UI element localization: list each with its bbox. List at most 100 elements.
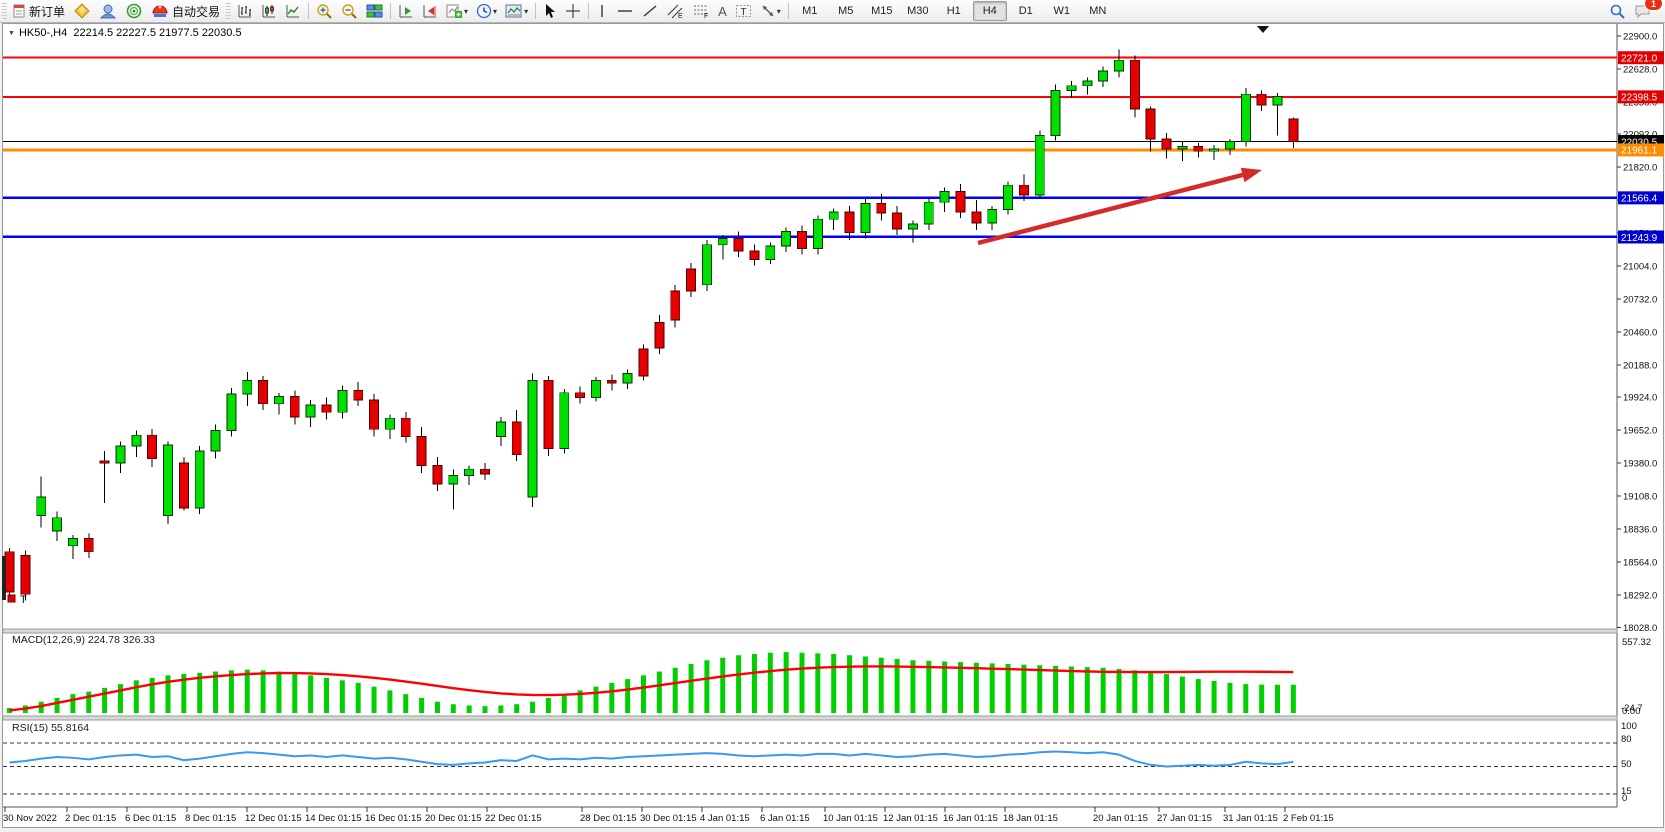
macd-bar xyxy=(482,706,488,713)
equidistant-channel-tool-button[interactable]: E xyxy=(662,0,688,22)
svg-text:T: T xyxy=(740,7,746,18)
timeframe-h1[interactable]: H1 xyxy=(946,5,961,17)
auto-scroll-button[interactable] xyxy=(394,0,418,22)
depth-of-market-button[interactable] xyxy=(95,0,121,22)
macd-bar xyxy=(894,658,900,713)
macd-bar xyxy=(70,694,76,713)
toolbar-grip[interactable] xyxy=(2,3,7,19)
timeframe-mn[interactable]: MN xyxy=(1089,5,1107,17)
macd-axis-min: -24.7 xyxy=(1621,703,1643,714)
candle xyxy=(432,465,443,485)
macd-bar xyxy=(117,684,123,713)
trend-arrow-line[interactable] xyxy=(977,172,1244,246)
new-chart-button[interactable]: ▾ xyxy=(442,0,472,22)
timeframe-m5[interactable]: M5 xyxy=(838,5,854,17)
collapse-triangle-icon[interactable]: ▼ xyxy=(8,30,15,37)
candle xyxy=(384,417,395,430)
candle xyxy=(321,404,332,413)
trendline-tool-button[interactable] xyxy=(638,0,662,22)
candle xyxy=(4,551,15,593)
signals-button[interactable] xyxy=(121,0,147,22)
timeframe-d1[interactable]: D1 xyxy=(1018,5,1033,17)
text-icon: A xyxy=(718,3,727,19)
macd-bar xyxy=(434,701,440,713)
candle xyxy=(305,404,316,418)
rsi-axis-15: 15 xyxy=(1621,786,1632,797)
chart-shift-button[interactable] xyxy=(418,0,442,22)
macd-bar xyxy=(1068,666,1074,713)
period-button[interactable]: ▾ xyxy=(472,0,501,22)
main-macd-divider[interactable] xyxy=(2,628,1618,634)
time-tick-label: 12 Dec 01:15 xyxy=(245,813,302,824)
arrows-icon xyxy=(760,3,776,19)
macd-bar xyxy=(1116,669,1122,713)
timeframe-h4[interactable]: H4 xyxy=(972,1,1007,21)
crosshair-tool-button[interactable] xyxy=(561,0,585,22)
candle xyxy=(115,445,126,464)
tile-windows-button[interactable] xyxy=(362,0,387,22)
macd-bar xyxy=(625,679,631,713)
price-badge-value: 22030.5 xyxy=(1621,137,1658,148)
arrows-tool-button[interactable]: ▾ xyxy=(756,0,785,22)
timeframe-w1[interactable]: W1 xyxy=(1053,5,1071,17)
template-button[interactable]: ▾ xyxy=(501,0,532,22)
price-badge xyxy=(1618,143,1664,157)
candle xyxy=(369,399,379,430)
vertical-line-tool-button[interactable] xyxy=(592,0,612,22)
line-chart-button[interactable] xyxy=(281,0,305,22)
candle xyxy=(1256,93,1267,106)
rsi-indicator-label: RSI(15) 55.8164 xyxy=(12,722,90,734)
chart-ohlc-values: 22214.5 22227.5 21977.5 22030.5 xyxy=(73,27,242,39)
candle xyxy=(670,290,681,321)
chart-shift-marker[interactable] xyxy=(1257,26,1269,33)
horizontal-line-tool-button[interactable] xyxy=(612,0,638,22)
macd-bar xyxy=(1259,684,1265,713)
macd-bar xyxy=(751,653,757,713)
bar-chart-button[interactable] xyxy=(233,0,257,22)
timeframe-m30[interactable]: M30 xyxy=(907,5,929,17)
text-label-tool-button[interactable]: T xyxy=(731,0,756,22)
macd-bar xyxy=(1021,664,1027,713)
toolbar-grip[interactable] xyxy=(226,3,232,19)
macd-bar xyxy=(292,673,298,713)
candle xyxy=(210,429,221,452)
notifications-button[interactable]: 1 xyxy=(1630,0,1663,22)
macd-bar xyxy=(847,655,853,713)
candle xyxy=(1034,135,1045,196)
macd-bar xyxy=(767,652,773,713)
candle xyxy=(654,321,665,349)
autotrade-button[interactable]: 自动交易 xyxy=(147,0,224,22)
macd-rsi-divider[interactable] xyxy=(2,715,1618,721)
candlestick-chart-icon xyxy=(261,3,277,19)
search-button[interactable] xyxy=(1605,0,1630,22)
candle xyxy=(797,230,807,249)
chevron-down-icon: ▾ xyxy=(776,6,781,16)
deposit-button[interactable] xyxy=(69,0,95,22)
auto-scroll-icon xyxy=(398,3,414,19)
candle xyxy=(511,421,522,456)
candle xyxy=(860,203,871,234)
candle xyxy=(353,389,364,401)
zoom-in-button[interactable] xyxy=(312,0,337,22)
macd-bar xyxy=(102,687,108,713)
time-tick-label: 20 Dec 01:15 xyxy=(425,813,482,824)
cursor-tool-button[interactable] xyxy=(539,0,561,22)
candle xyxy=(226,393,237,431)
new-order-button[interactable]: 新订单 xyxy=(9,0,69,22)
candle xyxy=(1161,138,1172,150)
timeframe-m15[interactable]: M15 xyxy=(871,5,893,17)
candlestick-chart-button[interactable] xyxy=(257,0,281,22)
macd-bar xyxy=(371,686,377,713)
macd-signal-line xyxy=(9,665,1294,712)
zoom-out-button[interactable] xyxy=(337,0,362,22)
macd-bar xyxy=(688,664,694,713)
trend-arrow-head[interactable] xyxy=(1240,167,1262,183)
rsi-axis-80: 80 xyxy=(1621,734,1632,745)
candle xyxy=(1003,184,1013,210)
macd-axis-zero: 0.00 xyxy=(1622,706,1641,717)
text-tool-button[interactable]: A xyxy=(714,0,731,22)
candle xyxy=(83,537,94,553)
fibonacci-tool-button[interactable]: F xyxy=(688,0,714,22)
timeframe-m1[interactable]: M1 xyxy=(802,5,818,17)
